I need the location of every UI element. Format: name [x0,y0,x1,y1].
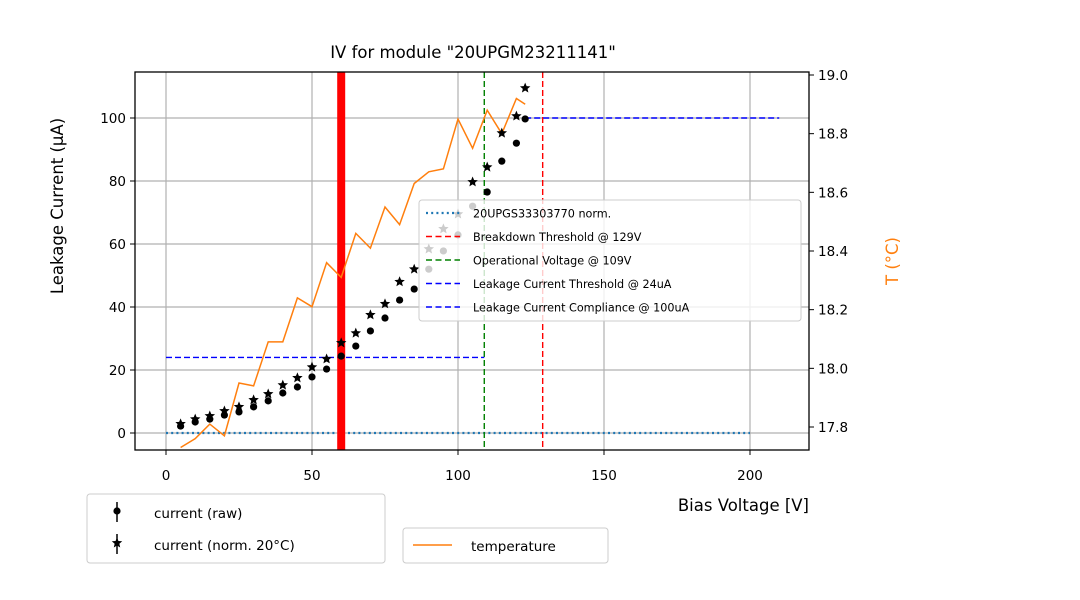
marker-raw-current [396,296,404,304]
marker-norm-current [379,298,391,309]
marker-norm-current [306,361,318,372]
legend-label: Leakage Current Threshold @ 24uA [473,278,672,291]
plot-frame [134,71,810,451]
legend-label: 20UPGS33303770 norm. [473,208,611,221]
marker-norm-current [335,337,347,348]
marker-norm-current [394,276,405,287]
marker-norm-current [511,110,522,121]
marker-norm-current [175,418,186,429]
legend-box [418,199,802,322]
legend-marker-star [111,537,123,548]
y-tick-label: 60 [109,237,126,253]
marker-raw-current [512,139,521,147]
y-axis-label: Leakage Current (µA) [48,118,67,294]
x-tick-label: 50 [303,468,320,484]
marker-norm-current [262,388,274,399]
chart-title: IV for module "20UPGM23211141" [330,43,616,62]
y-axis-ticks: 0 20 40 60 80 100 [100,111,135,442]
y2-axis-ticks: 17.8 18.0 18.2 18.4 18.6 18.8 19.0 [809,68,848,436]
y-tick-label: 100 [100,111,126,127]
y-tick-label: 0 [117,426,126,442]
x-tick-label: 0 [162,468,171,484]
marker-norm-current [408,263,420,274]
legend-label: Operational Voltage @ 109V [473,255,632,268]
temperature-line [180,97,526,449]
y2-tick-label: 18.4 [818,244,848,260]
marker-raw-current [279,389,287,397]
legend-label: Breakdown Threshold @ 129V [473,231,642,244]
marker-raw-current [323,365,331,373]
marker-norm-current [496,127,508,138]
legend-reference-lines: 20UPGS33303770 norm. Breakdown Threshold … [418,199,802,322]
x-tick-label: 200 [737,468,763,484]
marker-norm-current [248,394,259,405]
y2-axis-label: T (°C) [883,237,902,286]
legend-label: current (raw) [154,506,242,522]
y2-tick-label: 18.6 [818,185,848,201]
y2-tick-label: 18.2 [818,303,848,319]
legend-current: current (raw) current (norm. 20°C) [86,493,386,564]
marker-raw-current [308,373,316,381]
y2-tick-label: 18.0 [818,361,848,377]
x-axis-ticks: 0 50 100 150 200 [162,450,763,484]
y2-tick-label: 19.0 [818,68,848,84]
legend-label: current (norm. 20°C) [154,538,295,554]
legend-box [402,527,609,564]
legend-temperature: temperature [402,527,609,564]
marker-raw-current [250,403,258,411]
marker-raw-current [337,352,345,360]
marker-norm-current [204,410,216,421]
marker-raw-current [521,115,529,123]
marker-norm-current [277,379,289,390]
x-axis-label: Bias Voltage [V] [678,496,809,515]
marker-norm-current [292,372,303,383]
legend-marker-circle [113,507,121,515]
marker-raw-current [498,157,506,165]
x-tick-label: 100 [445,468,471,484]
y-tick-label: 80 [109,174,126,190]
y-tick-label: 40 [109,300,126,316]
marker-norm-current [481,161,493,172]
x-tick-label: 150 [591,468,617,484]
marker-raw-current [352,342,360,350]
y2-tick-label: 18.8 [818,127,848,143]
temperature-series [180,97,526,449]
marker-raw-current [366,327,374,335]
legend-box [86,493,386,564]
y2-tick-label: 17.8 [818,420,848,436]
marker-norm-current [365,309,376,320]
legend-label: temperature [471,539,556,555]
legend-label: Leakage Current Compliance @ 100uA [473,302,690,315]
marker-raw-current [264,397,272,405]
marker-raw-current [293,383,301,391]
marker-norm-current [219,405,230,416]
marker-norm-current [189,413,201,424]
marker-norm-current [350,327,362,338]
marker-norm-current [321,353,332,364]
marker-norm-current [233,401,245,412]
marker-raw-current [410,285,418,293]
marker-raw-current [483,188,491,196]
y-tick-label: 20 [109,363,126,379]
marker-norm-current [467,176,478,187]
marker-raw-current [381,314,389,322]
marker-norm-current [519,82,531,93]
